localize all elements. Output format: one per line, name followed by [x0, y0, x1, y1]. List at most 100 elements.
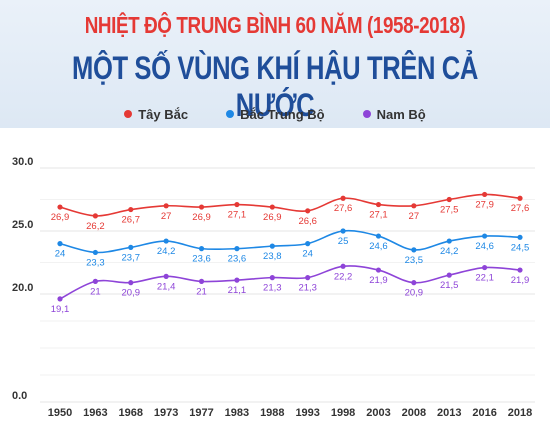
x-tick-label: 1998	[331, 407, 355, 419]
data-label: 23,8	[263, 251, 282, 262]
data-label: 24,5	[511, 242, 530, 253]
chart-title: NHIỆT ĐỘ TRUNG BÌNH 60 NĂM (1958-2018)	[84, 12, 466, 38]
line-chart: 0.0 20.0 25.0 30.0 1950 1963 1968 1973 1977 1983 1…	[12, 156, 535, 419]
legend-marker-nam-bo	[362, 110, 371, 118]
x-tick-label: 2003	[366, 407, 390, 419]
data-label: 27	[161, 211, 172, 222]
data-label: 23,3	[86, 257, 105, 268]
data-point	[446, 272, 452, 278]
data-point	[269, 243, 275, 249]
data-point	[482, 264, 488, 271]
data-label: 26,9	[263, 212, 282, 223]
data-label: 22,2	[334, 271, 353, 282]
x-tick-label: 1963	[83, 407, 107, 419]
data-point	[128, 244, 134, 250]
x-tick-label: 2018	[508, 407, 532, 419]
data-label: 24	[55, 249, 66, 260]
data-point	[482, 233, 488, 239]
data-label: 23,5	[405, 255, 424, 266]
data-label: 26,7	[122, 215, 141, 226]
data-label: 21,3	[298, 283, 317, 294]
data-point	[57, 204, 63, 210]
data-label: 25	[338, 236, 349, 247]
data-label: 24,6	[369, 241, 388, 252]
data-label: 26,6	[298, 216, 317, 227]
data-point	[305, 208, 311, 214]
x-tick-label: 1950	[48, 407, 72, 419]
series-line	[59, 265, 521, 300]
data-point	[198, 204, 205, 210]
data-point	[411, 280, 417, 286]
data-point	[446, 196, 452, 203]
x-tick-label: 1973	[154, 407, 178, 419]
x-tick-label: 1993	[295, 407, 319, 419]
chart-subtitle: MỘT SỐ VÙNG KHÍ HẬU TRÊN CẢ NƯỚC	[72, 50, 478, 123]
data-label: 19,1	[51, 304, 70, 315]
data-label: 24,6	[475, 241, 494, 252]
data-label: 23,6	[228, 254, 247, 265]
data-label: 20,9	[122, 288, 141, 299]
legend-marker-tay-bac	[124, 110, 133, 118]
x-tick-label: 1988	[260, 407, 284, 419]
legend-label-bac-trung-bo: Bắc Trung Bộ	[240, 106, 325, 122]
data-point	[340, 228, 346, 234]
data-point	[305, 275, 311, 281]
data-label: 20,9	[405, 288, 424, 299]
legend-marker-bac-trung-bo	[226, 110, 235, 118]
data-label: 21,3	[263, 283, 282, 294]
y-tick-label: 30.0	[12, 156, 33, 168]
x-tick-label: 1968	[119, 407, 143, 419]
data-point	[163, 273, 169, 279]
data-point	[163, 203, 169, 209]
data-label: 27,9	[475, 199, 494, 210]
data-label: 26,9	[192, 212, 211, 223]
data-point	[163, 238, 169, 244]
data-point	[128, 280, 134, 286]
data-point	[375, 201, 382, 208]
data-label: 21,5	[440, 280, 459, 291]
data-point	[482, 191, 488, 198]
data-point	[234, 246, 240, 252]
data-point	[92, 213, 98, 219]
data-point	[234, 201, 240, 208]
data-label: 27,1	[369, 210, 388, 221]
data-point	[517, 267, 523, 273]
x-tick-label: 2013	[437, 407, 461, 419]
data-point	[375, 267, 382, 273]
legend-label-nam-bo: Nam Bộ	[376, 106, 426, 122]
y-tick-label: 25.0	[12, 219, 33, 231]
data-point	[269, 204, 275, 210]
data-label: 21,1	[228, 285, 247, 296]
data-point	[92, 249, 98, 256]
legend-item-nam-bo: Nam Bộ	[362, 104, 426, 124]
data-point	[340, 195, 346, 201]
data-label: 27,5	[440, 205, 459, 216]
data-point	[198, 278, 205, 284]
legend-item-bac-trung-bo: Bắc Trung Bộ	[226, 104, 325, 124]
data-label: 27,6	[334, 203, 353, 214]
data-label: 27,1	[228, 210, 247, 221]
data-point	[234, 277, 240, 283]
data-label: 27	[409, 211, 420, 222]
data-point	[411, 247, 417, 253]
data-label: 21,9	[511, 275, 530, 286]
data-label: 23,6	[192, 254, 211, 265]
data-label: 21	[196, 286, 207, 297]
data-point	[305, 241, 311, 247]
data-label: 26,2	[86, 221, 105, 232]
chart-legend: Tây Bắc Bắc Trung Bộ Nam Bộ	[0, 104, 550, 124]
data-label: 26,9	[51, 212, 70, 223]
data-label: 24,2	[440, 246, 459, 257]
data-point	[340, 263, 346, 269]
data-point	[92, 278, 98, 284]
data-point	[517, 234, 523, 240]
data-point	[198, 246, 205, 252]
y-tick-label: 0.0	[12, 390, 27, 402]
x-tick-label: 2008	[402, 407, 426, 419]
data-label: 22,1	[475, 273, 494, 284]
x-tick-label: 1977	[189, 407, 213, 419]
legend-item-tay-bac: Tây Bắc	[124, 104, 188, 124]
data-label: 23,7	[122, 252, 141, 263]
data-label: 24,2	[157, 246, 176, 257]
data-point	[411, 203, 417, 209]
